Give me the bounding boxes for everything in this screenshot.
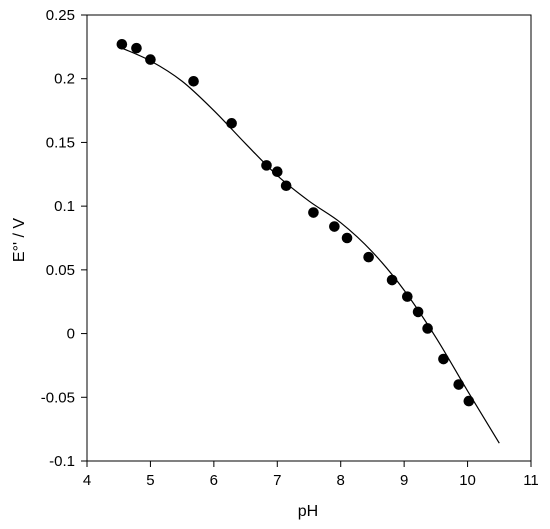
- x-tick-label: 5: [146, 472, 154, 489]
- data-point: [386, 274, 398, 286]
- x-tick-label: 8: [337, 472, 345, 489]
- data-point: [308, 207, 319, 218]
- y-tick-label: 0.1: [54, 198, 75, 215]
- data-point: [341, 232, 353, 244]
- y-tick-label: -0.1: [49, 453, 75, 470]
- data-points-layer: [116, 39, 475, 407]
- x-tick-label: 9: [400, 472, 408, 489]
- data-point: [329, 221, 340, 232]
- data-point: [363, 251, 374, 263]
- fit-curve: [118, 46, 500, 444]
- data-point: [116, 39, 128, 50]
- y-tick-label: 0.2: [54, 71, 75, 88]
- data-point: [280, 180, 292, 192]
- data-point: [463, 395, 475, 407]
- data-point: [131, 42, 142, 54]
- x-tick-label: 10: [459, 472, 476, 489]
- x-tick-label: 7: [273, 472, 281, 489]
- plot-area: [86, 14, 532, 462]
- y-tick-label: 0.15: [46, 134, 75, 151]
- data-point: [412, 306, 424, 318]
- x-tick-label: 6: [210, 472, 218, 489]
- data-point: [145, 54, 156, 65]
- fit-curve-layer: [118, 46, 500, 444]
- data-point: [453, 379, 464, 390]
- y-axis-ticks: 0.25 0.2 0.15 0.1 0.05 0 -0.05 -0.1: [41, 7, 87, 470]
- x-tick-label: 11: [523, 472, 539, 489]
- data-point: [271, 166, 283, 178]
- data-point: [402, 291, 413, 302]
- y-tick-label: 0.05: [46, 262, 75, 279]
- data-point: [422, 323, 433, 334]
- plot-frame: [86, 14, 532, 462]
- x-axis-ticks: 4 5 6 7 8 9 10 11: [83, 461, 539, 489]
- data-point: [261, 160, 272, 171]
- x-axis-title: pH: [298, 503, 318, 520]
- data-point: [226, 118, 237, 129]
- y-axis-title: E°' / V: [11, 218, 28, 262]
- y-tick-label: 0: [67, 326, 75, 343]
- data-point: [188, 75, 199, 87]
- x-tick-label: 4: [83, 472, 91, 489]
- y-tick-label: 0.25: [46, 7, 75, 24]
- data-point: [438, 353, 449, 365]
- y-tick-label: -0.05: [41, 389, 75, 406]
